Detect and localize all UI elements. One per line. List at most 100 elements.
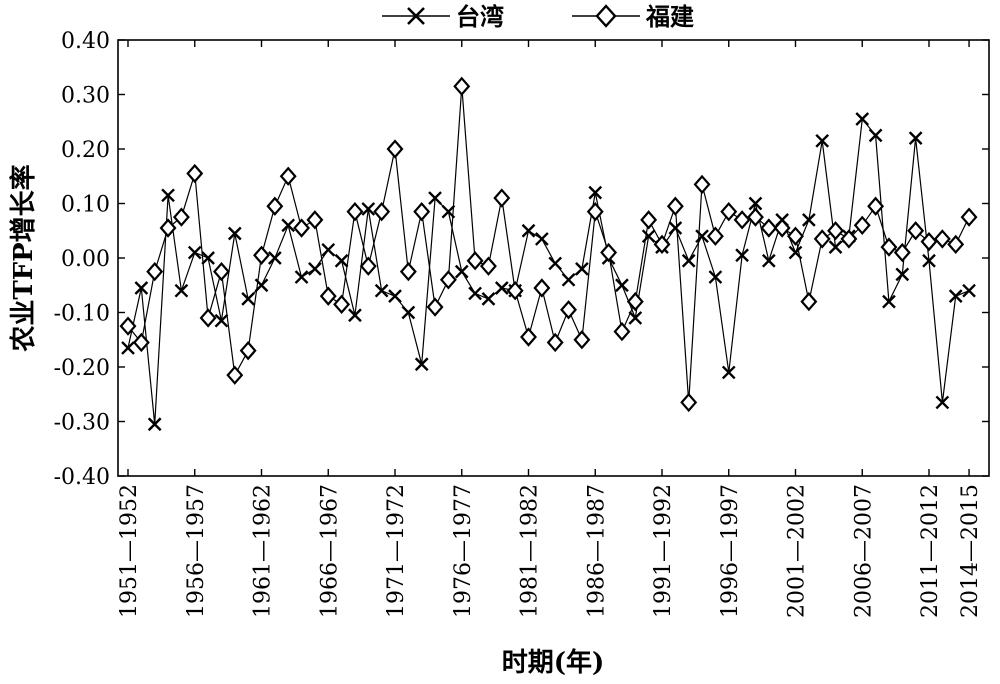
data-point-x <box>401 305 416 320</box>
y-tick-label: -0.30 <box>54 411 110 436</box>
data-point-x <box>668 221 683 235</box>
data-point-diamond <box>546 332 564 353</box>
y-tick-label: 0.20 <box>61 138 110 163</box>
data-point-x <box>201 251 215 265</box>
data-point-diamond <box>479 256 497 276</box>
data-point-diamond <box>172 207 190 227</box>
data-point-x <box>321 242 336 257</box>
data-point-diamond <box>279 166 297 186</box>
x-tick-label: 2001—2002 <box>785 484 810 618</box>
data-point-x <box>334 253 349 268</box>
y-tick-label: -0.40 <box>54 465 110 490</box>
data-point-diamond <box>306 210 324 230</box>
series-fujian <box>119 76 978 413</box>
data-point-x <box>708 270 723 284</box>
data-point-diamond <box>746 207 764 227</box>
data-point-diamond <box>373 202 391 222</box>
data-point-diamond <box>493 188 511 208</box>
data-point-x <box>802 213 816 227</box>
data-point-x <box>281 218 296 233</box>
data-point-x <box>268 251 282 265</box>
data-point-diamond <box>800 291 818 312</box>
data-point-diamond <box>533 278 551 298</box>
data-point-x <box>561 272 576 287</box>
x-marker-icon <box>407 7 425 25</box>
data-point-x <box>815 133 830 148</box>
data-point-diamond <box>880 237 898 257</box>
data-point-diamond <box>613 321 631 342</box>
data-point-diamond <box>787 226 804 246</box>
data-point-diamond <box>386 139 404 159</box>
series-taiwan <box>121 112 976 432</box>
data-point-x <box>161 188 175 203</box>
data-point-diamond <box>186 163 204 184</box>
data-point-diamond <box>720 202 738 222</box>
data-point-x <box>348 308 362 323</box>
data-point-x <box>828 240 843 254</box>
data-point-x <box>134 281 149 295</box>
data-point-diamond <box>666 196 684 216</box>
data-point-x <box>855 112 870 126</box>
data-point-x <box>868 128 883 143</box>
data-point-x <box>588 185 603 200</box>
data-point-diamond <box>813 229 831 249</box>
data-point-x <box>641 229 656 244</box>
data-point-diamond <box>466 251 484 271</box>
x-tick-label: 1996—1997 <box>718 484 743 618</box>
data-point-diamond <box>706 226 724 246</box>
data-point-x <box>308 262 322 276</box>
data-point-x <box>628 311 643 325</box>
series-line-fujian <box>127 86 970 403</box>
data-point-diamond <box>520 327 537 347</box>
data-point-diamond <box>853 215 871 235</box>
data-point-diamond <box>586 202 604 222</box>
y-tick-label: 0.30 <box>61 84 110 109</box>
data-point-x <box>388 289 402 303</box>
data-point-diamond <box>253 245 270 265</box>
data-point-x <box>908 131 923 145</box>
data-point-diamond <box>920 231 938 252</box>
data-point-diamond <box>760 218 778 238</box>
legend: 台湾 福建 <box>382 3 694 31</box>
x-tick-label: 1971—1972 <box>384 484 409 618</box>
data-point-x <box>735 248 749 263</box>
data-point-x <box>187 245 202 260</box>
data-point-x <box>214 313 229 328</box>
x-tick-label: 2011—2012 <box>918 484 943 618</box>
data-point-x <box>227 226 242 241</box>
data-point-x <box>428 191 442 205</box>
data-point-x <box>695 229 709 244</box>
data-point-x <box>962 283 976 298</box>
data-point-x <box>241 292 255 306</box>
data-point-diamond <box>960 207 978 227</box>
data-point-diamond <box>293 218 311 238</box>
data-point-x <box>294 270 309 284</box>
series-layer <box>119 76 978 432</box>
data-point-diamond <box>840 229 858 249</box>
y-tick-label: 0.00 <box>61 247 110 272</box>
data-point-x <box>414 357 429 372</box>
x-axis-title: 时期(年) <box>502 647 605 678</box>
x-tick-label: 1976—1977 <box>451 484 476 618</box>
data-point-x <box>895 267 910 282</box>
data-point-diamond <box>867 196 885 216</box>
data-point-x <box>481 292 496 306</box>
data-point-x <box>761 253 776 268</box>
data-point-diamond <box>212 261 230 282</box>
y-tick-label: -0.20 <box>54 356 110 381</box>
data-point-diamond <box>266 196 284 216</box>
x-tick-label: 1956—1957 <box>184 484 209 618</box>
data-point-diamond <box>319 286 337 306</box>
x-tick-label: 1981—1982 <box>518 484 543 618</box>
data-point-diamond <box>893 242 911 263</box>
y-tick-label: 0.40 <box>61 29 110 54</box>
data-point-x <box>494 281 509 295</box>
data-point-diamond <box>600 242 618 263</box>
y-tick-label: -0.10 <box>54 302 110 327</box>
data-point-diamond <box>119 316 137 336</box>
legend-label-taiwan: 台湾 <box>456 3 504 31</box>
x-tick-label: 2006—2007 <box>851 484 876 618</box>
data-point-x <box>575 262 589 276</box>
data-point-diamond <box>346 202 364 222</box>
